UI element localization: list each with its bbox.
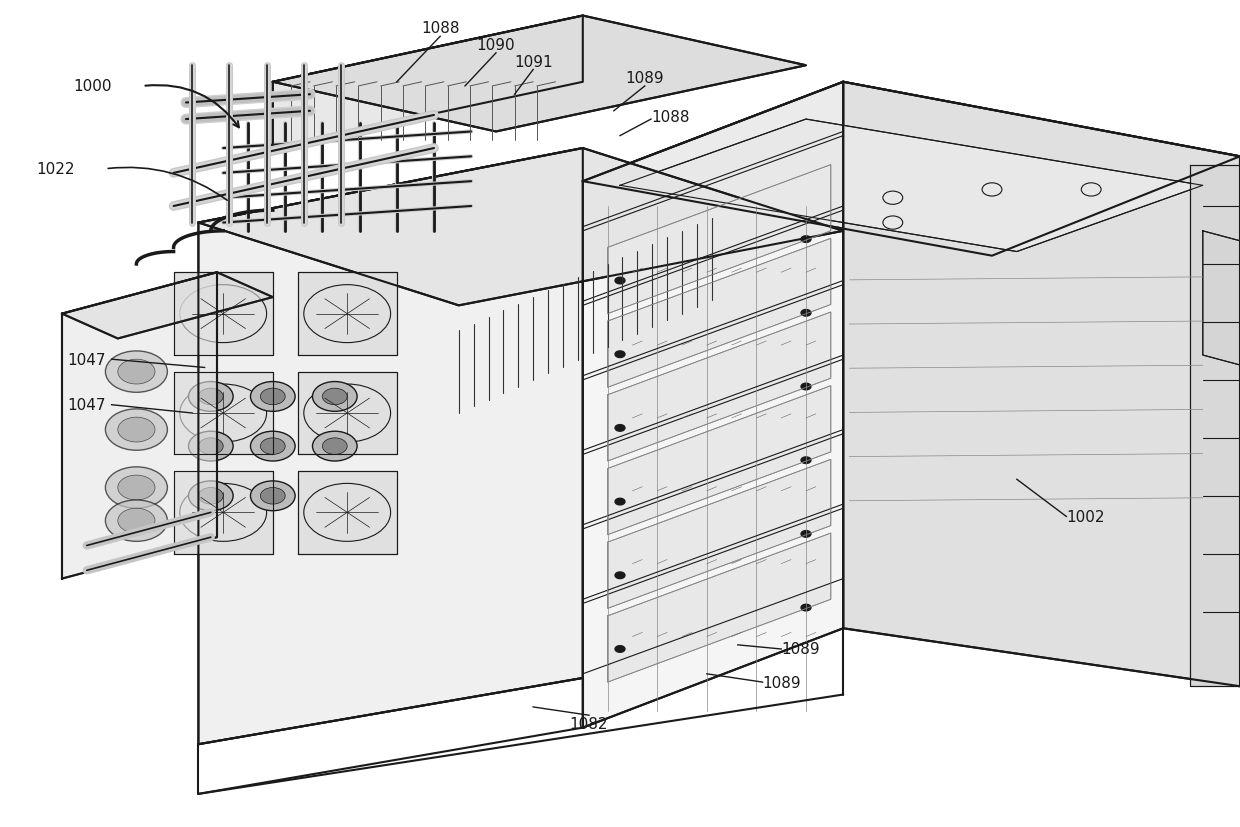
Circle shape	[250, 382, 295, 412]
Text: 1047: 1047	[67, 352, 105, 367]
Polygon shape	[298, 273, 397, 356]
Polygon shape	[198, 149, 583, 744]
Text: 1082: 1082	[569, 716, 609, 731]
Circle shape	[198, 389, 223, 405]
Circle shape	[198, 488, 223, 504]
Circle shape	[322, 389, 347, 405]
Polygon shape	[1190, 165, 1240, 686]
Circle shape	[188, 382, 233, 412]
Circle shape	[801, 605, 811, 611]
Polygon shape	[174, 273, 273, 356]
Polygon shape	[608, 165, 831, 314]
Circle shape	[118, 509, 155, 533]
Polygon shape	[608, 533, 831, 682]
Circle shape	[105, 467, 167, 509]
Text: 1089: 1089	[781, 642, 820, 657]
Circle shape	[188, 432, 233, 461]
Circle shape	[118, 360, 155, 385]
Circle shape	[198, 438, 223, 455]
Polygon shape	[198, 149, 843, 306]
Polygon shape	[608, 313, 831, 461]
Polygon shape	[843, 83, 1240, 686]
Text: 1090: 1090	[476, 38, 516, 53]
Circle shape	[312, 432, 357, 461]
Circle shape	[615, 351, 625, 358]
Circle shape	[322, 438, 347, 455]
Circle shape	[615, 425, 625, 432]
Circle shape	[118, 476, 155, 500]
Circle shape	[260, 389, 285, 405]
Text: 1091: 1091	[513, 55, 553, 69]
Polygon shape	[608, 460, 831, 609]
Circle shape	[105, 351, 167, 393]
Circle shape	[801, 310, 811, 317]
Circle shape	[250, 481, 295, 511]
Polygon shape	[583, 83, 1240, 256]
Circle shape	[312, 382, 357, 412]
Polygon shape	[608, 386, 831, 535]
Polygon shape	[298, 372, 397, 455]
Polygon shape	[62, 273, 217, 579]
Text: 1088: 1088	[651, 110, 689, 125]
Circle shape	[615, 499, 625, 505]
Text: 1022: 1022	[36, 162, 74, 177]
Circle shape	[188, 481, 233, 511]
Circle shape	[105, 500, 167, 542]
Text: 1002: 1002	[1066, 509, 1105, 524]
Polygon shape	[1203, 232, 1240, 372]
Text: 1089: 1089	[763, 675, 801, 690]
Polygon shape	[620, 120, 1203, 252]
Text: 1047: 1047	[67, 398, 105, 413]
Polygon shape	[62, 273, 273, 339]
Circle shape	[615, 646, 625, 653]
Polygon shape	[298, 471, 397, 554]
Circle shape	[801, 237, 811, 243]
Circle shape	[260, 438, 285, 455]
Circle shape	[118, 418, 155, 442]
Polygon shape	[583, 83, 843, 728]
Circle shape	[105, 409, 167, 451]
Text: 1089: 1089	[625, 71, 665, 86]
Text: 1088: 1088	[420, 22, 460, 36]
Circle shape	[801, 531, 811, 538]
Polygon shape	[174, 471, 273, 554]
Circle shape	[801, 384, 811, 390]
Text: 1000: 1000	[73, 79, 112, 94]
Polygon shape	[273, 17, 583, 149]
Polygon shape	[608, 239, 831, 388]
Circle shape	[260, 488, 285, 504]
Polygon shape	[174, 372, 273, 455]
Circle shape	[615, 572, 625, 579]
Circle shape	[615, 278, 625, 284]
Circle shape	[801, 457, 811, 464]
Circle shape	[250, 432, 295, 461]
Polygon shape	[273, 17, 806, 132]
